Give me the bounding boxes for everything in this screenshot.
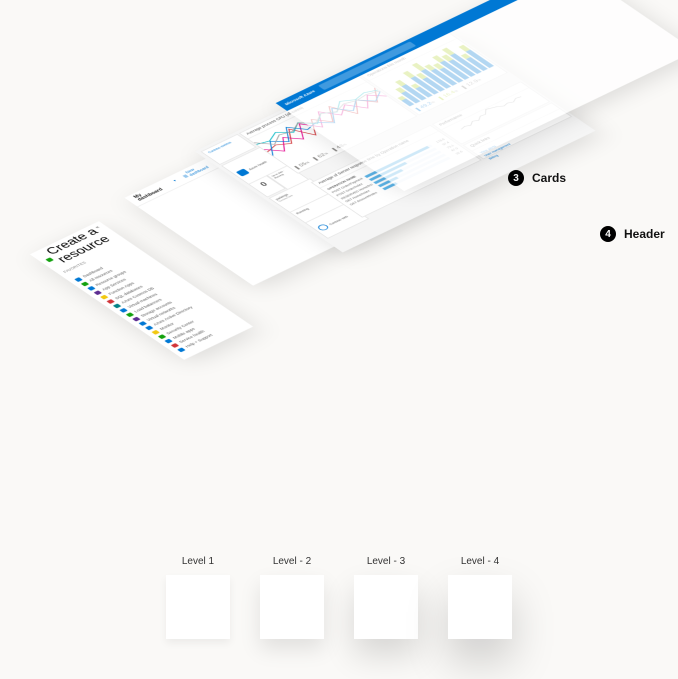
callout-header: 4 Header xyxy=(600,226,665,242)
level-box xyxy=(260,575,324,639)
level-box xyxy=(448,575,512,639)
plus-icon xyxy=(45,257,53,262)
card-label: Running xyxy=(295,207,310,215)
callout-cards: 3 Cards xyxy=(508,170,566,186)
percent-value: 55% xyxy=(294,160,311,169)
chevron-down-icon[interactable]: ▾ xyxy=(172,179,178,183)
elevation-swatch: Level - 2 xyxy=(260,556,324,639)
level-box xyxy=(166,575,230,639)
global-header: Microsoft Azure xyxy=(276,0,579,110)
callout-text: Header xyxy=(624,227,665,241)
elevation-swatch: Level 1 xyxy=(166,556,230,639)
elevation-swatch: Level - 4 xyxy=(448,556,512,639)
brand-label: Microsoft Azure xyxy=(284,89,317,106)
elevation-swatch: Level - 3 xyxy=(354,556,418,639)
elevation-levels: Level 1 Level - 2 Level - 3 Level - 4 xyxy=(0,556,678,639)
level-label: Level - 4 xyxy=(461,556,499,567)
tool-label: New dashboard xyxy=(185,161,215,177)
blade-title: My dashboard xyxy=(133,182,170,201)
callout-text: Cards xyxy=(532,171,566,185)
service-icon xyxy=(177,347,185,352)
card-label: Contoso web xyxy=(328,214,349,225)
search-input[interactable] xyxy=(318,41,416,90)
level-box xyxy=(354,575,418,639)
percent-value: 62% xyxy=(313,151,330,160)
level-label: Level 1 xyxy=(182,556,214,567)
level-label: Level - 3 xyxy=(367,556,405,567)
callout-num: 4 xyxy=(600,226,616,242)
level-label: Level - 2 xyxy=(273,556,311,567)
card-label: Azure health xyxy=(247,160,267,170)
blade-tool[interactable]: New dashboard xyxy=(180,161,214,179)
card-label: Contoso metrics xyxy=(202,134,244,156)
callout-num: 3 xyxy=(508,170,524,186)
